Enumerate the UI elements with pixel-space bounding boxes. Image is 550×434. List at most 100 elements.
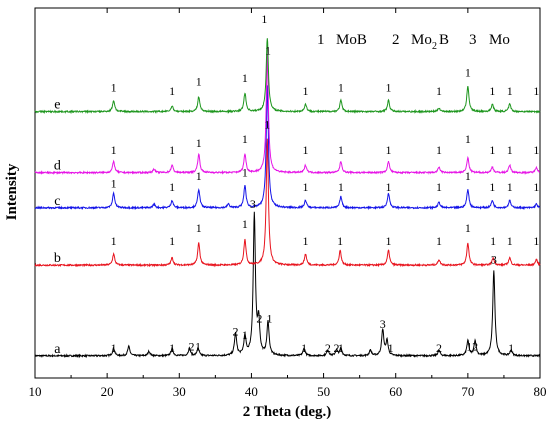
legend-item-2-num: 2	[392, 32, 400, 48]
trace-b	[34, 138, 541, 268]
legend-item-2-suffix: B	[439, 32, 449, 48]
peak-label: 1	[169, 234, 175, 248]
peak-label: 1	[111, 143, 117, 157]
peak-label: 2	[256, 312, 262, 326]
plot-frame	[34, 7, 541, 379]
peak-label: 1	[388, 341, 394, 355]
peak-label: 1	[195, 339, 201, 353]
peak-label: 1	[303, 180, 309, 194]
peak-label: 1	[169, 180, 175, 194]
peak-label: 1	[386, 180, 392, 194]
peak-label: 1	[337, 234, 343, 248]
x-tick-label: 50	[317, 384, 330, 399]
peak-label: 2	[334, 341, 340, 355]
peak-label: 1	[436, 84, 442, 98]
peak-label: 1	[489, 180, 495, 194]
peak-label: 1	[111, 176, 117, 190]
peak-label: 1	[261, 12, 267, 26]
peak-label: 1	[533, 143, 539, 157]
peak-label: 1	[111, 80, 117, 94]
peak-label: 1	[465, 221, 471, 235]
y-axis-title: Intensity	[4, 163, 20, 220]
peak-label: 1	[533, 180, 539, 194]
x-tick-label: 20	[101, 384, 114, 399]
peak-label: 2	[325, 341, 331, 355]
peak-label: 1	[436, 143, 442, 157]
x-axis-ticks: 10 20 30 40 50 60 70 80	[29, 8, 547, 399]
legend-item-3-num: 3	[469, 32, 477, 48]
peak-label: 1	[242, 132, 248, 146]
peak-label: 1	[533, 84, 539, 98]
x-tick-label: 30	[173, 384, 186, 399]
peak-label: 1	[507, 234, 513, 248]
trace-e	[34, 38, 541, 115]
peak-label: 1	[465, 132, 471, 146]
trace-c	[34, 85, 541, 211]
peak-label: 1	[242, 71, 248, 85]
peak-label: 2	[189, 339, 195, 353]
peak-label: 1	[386, 80, 392, 94]
peak-label: 1	[386, 143, 392, 157]
peak-label: 1	[436, 234, 442, 248]
peak-label: 1	[507, 143, 513, 157]
peak-label: 1	[169, 84, 175, 98]
peak-label: 1	[338, 143, 344, 157]
peak-label: 1	[533, 234, 539, 248]
peak-label: 1	[303, 143, 309, 157]
legend: 1 MoB 2 Mo 2 B 3 Mo	[317, 32, 510, 52]
peak-label: 1	[303, 234, 309, 248]
peak-label: 1	[386, 234, 392, 248]
trace-label-c: c	[54, 194, 60, 209]
peak-label: 1	[196, 75, 202, 89]
peak-label: 1	[242, 328, 248, 342]
legend-item-1-num: 1	[317, 32, 325, 48]
peak-label: 1	[489, 143, 495, 157]
peak-label: 3	[380, 317, 386, 331]
trace-labels: a b c d e	[54, 98, 61, 357]
peak-label: 2	[233, 324, 239, 338]
peak-label: 1	[507, 84, 513, 98]
peak-label: 1	[489, 84, 495, 98]
trace-label-b: b	[54, 251, 61, 266]
peak-label: 1	[465, 65, 471, 79]
x-tick-label: 60	[389, 384, 402, 399]
peak-label: 1	[508, 341, 514, 355]
legend-item-2-sub: 2	[432, 41, 437, 52]
peak-label: 1	[196, 136, 202, 150]
peak-label: 1	[436, 180, 442, 194]
x-tick-label: 70	[461, 384, 474, 399]
peak-label: 1	[242, 217, 248, 231]
peak-label: 1	[490, 234, 496, 248]
peak-label: 2	[472, 339, 478, 353]
series-traces	[34, 38, 541, 359]
peak-label: 3	[491, 252, 497, 266]
peak-label: 1	[507, 180, 513, 194]
peak-label: 1	[169, 341, 175, 355]
peak-label: 1	[266, 312, 272, 326]
peak-label: 1	[264, 117, 270, 131]
peak-label: 1	[196, 221, 202, 235]
peak-label: 1	[338, 80, 344, 94]
peak-label: 2	[436, 341, 442, 355]
peak-label: 1	[111, 234, 117, 248]
trace-label-d: d	[54, 159, 61, 174]
trace-a	[34, 211, 541, 359]
peak-label: 3	[250, 197, 256, 211]
peak-label: 1	[169, 143, 175, 157]
x-tick-label: 40	[245, 384, 258, 399]
trace-label-e: e	[54, 98, 60, 113]
peak-label: 1	[265, 43, 271, 57]
peak-label: 1	[111, 341, 117, 355]
legend-item-1-text: MoB	[336, 32, 367, 48]
trace-d	[34, 54, 541, 175]
peak-label: 1	[338, 341, 344, 355]
peak-label: 1	[466, 339, 472, 353]
legend-item-3-text: Mo	[489, 32, 510, 48]
x-tick-label: 80	[534, 384, 547, 399]
legend-item-2-text: Mo	[411, 32, 432, 48]
peak-label: 1	[465, 169, 471, 183]
peak-label: 1	[196, 169, 202, 183]
x-tick-label: 10	[29, 384, 42, 399]
